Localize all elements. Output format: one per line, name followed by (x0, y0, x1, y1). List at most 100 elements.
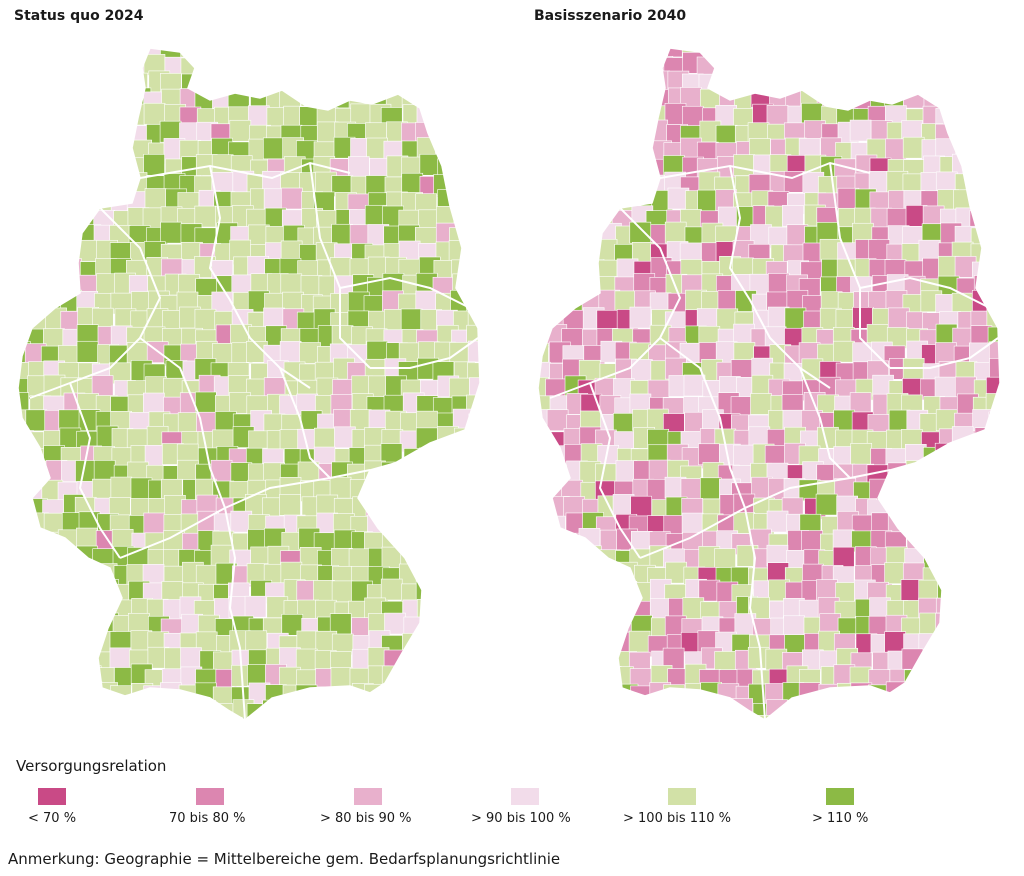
district-area (665, 715, 688, 720)
district-area (46, 56, 68, 79)
district-area (599, 159, 621, 181)
district-area (448, 240, 471, 262)
district-area (468, 140, 480, 163)
district-area (60, 549, 83, 571)
district-area (903, 734, 924, 738)
choropleth-map-2040 (537, 41, 1020, 738)
district-area (470, 514, 480, 537)
district-area (904, 669, 926, 692)
district-area (1005, 511, 1020, 532)
district-area (906, 683, 929, 705)
district-area (955, 682, 977, 705)
district-area (940, 512, 963, 534)
district-area (905, 460, 928, 482)
district-area (18, 258, 32, 281)
district-area (986, 141, 1000, 163)
district-area (562, 69, 584, 92)
district-area (544, 207, 566, 230)
state-border (890, 337, 999, 369)
district-area (450, 72, 472, 94)
district-area (990, 464, 1000, 487)
district-area (403, 74, 425, 97)
district-area (651, 717, 673, 720)
district-area (466, 445, 480, 468)
district-area (449, 529, 472, 552)
district-area (329, 257, 352, 279)
district-area (1007, 615, 1020, 636)
district-area (18, 683, 29, 705)
district-area (648, 70, 670, 93)
state-border (139, 161, 351, 180)
district-area (538, 580, 553, 602)
state-border (224, 507, 246, 720)
district-area (548, 174, 571, 197)
district-area (923, 652, 946, 674)
legend-label-100-110: > 100 bis 110 % (623, 811, 732, 826)
district-area (988, 579, 1000, 602)
district-area (1005, 189, 1020, 210)
district-area (466, 223, 480, 246)
district-area (749, 68, 772, 91)
district-area (143, 702, 166, 720)
district-area (868, 721, 889, 738)
district-area (872, 700, 894, 720)
district-area (420, 48, 443, 63)
district-area (955, 48, 978, 57)
district-area (194, 308, 217, 331)
district-area (665, 700, 687, 720)
district-area (617, 736, 638, 738)
district-area (974, 512, 996, 535)
district-area (247, 54, 270, 77)
legend-label-90-100: > 90 bis 100 % (471, 811, 571, 826)
district-area (453, 735, 474, 738)
district-area (986, 544, 1000, 567)
district-area (970, 190, 992, 213)
district-area (26, 550, 49, 572)
district-area (548, 583, 571, 606)
district-area (26, 138, 48, 160)
district-area (95, 71, 118, 93)
district-area (76, 89, 99, 112)
district-area (25, 409, 48, 432)
district-area (1007, 71, 1020, 92)
district-area (953, 70, 975, 93)
district-area (578, 241, 601, 263)
district-area (402, 633, 424, 655)
district-area (23, 717, 46, 720)
district-area (419, 481, 442, 504)
district-area (109, 647, 132, 670)
district-area (538, 532, 550, 555)
district-area (352, 48, 374, 60)
district-area (667, 48, 689, 58)
district-area (598, 702, 620, 720)
district-area (938, 565, 960, 588)
district-area (952, 124, 975, 147)
district-area (581, 48, 604, 58)
district-area (563, 665, 586, 688)
district-area (279, 702, 302, 720)
district-area (365, 479, 388, 501)
district-area (451, 89, 473, 112)
district-area (29, 583, 51, 606)
district-area (938, 736, 959, 738)
district-area (468, 703, 480, 720)
district-area (42, 633, 64, 655)
district-area (1006, 41, 1020, 62)
district-area (972, 71, 994, 94)
district-area (920, 683, 942, 706)
district-area (384, 735, 405, 738)
district-area (25, 222, 47, 245)
district-area (415, 578, 438, 601)
district-area (451, 155, 474, 177)
district-area (317, 686, 340, 709)
district-area (450, 476, 472, 499)
district-area (484, 633, 500, 654)
district-area (940, 550, 962, 572)
district-area (450, 648, 473, 670)
district-area (470, 273, 480, 295)
district-area (635, 735, 656, 738)
district-area (1007, 667, 1020, 688)
district-area (973, 461, 996, 484)
district-area (400, 718, 423, 720)
district-area (18, 667, 31, 690)
